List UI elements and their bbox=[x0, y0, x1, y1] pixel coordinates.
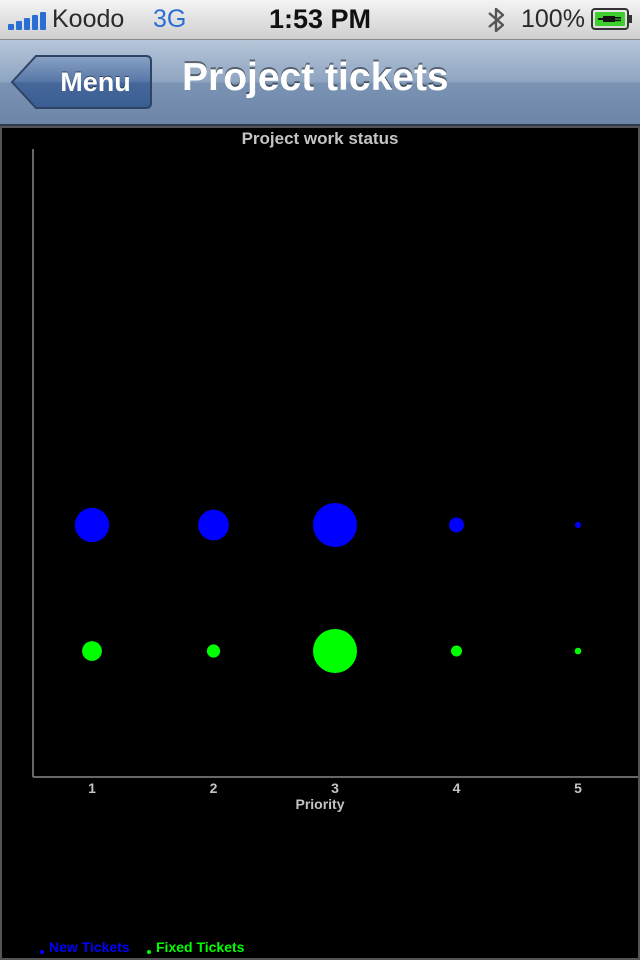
new-tickets-bubble bbox=[198, 509, 229, 541]
new-tickets-bubble bbox=[574, 521, 582, 529]
chart-container: Project work status 1 2 3 4 5 Priority New T… bbox=[0, 126, 640, 960]
x-tick-label: 3 bbox=[331, 780, 339, 796]
fixed-tickets-bubble bbox=[206, 644, 221, 658]
x-tick-label: 2 bbox=[210, 780, 218, 796]
navigation-bar: Menu Project tickets bbox=[0, 40, 640, 126]
page-title: Project tickets bbox=[182, 56, 449, 99]
menu-button-label: Menu bbox=[60, 67, 131, 97]
network-type: 3G bbox=[153, 5, 187, 33]
fixed-tickets-bubble bbox=[574, 647, 582, 655]
signal-bars-icon bbox=[8, 10, 48, 30]
battery-charging-icon bbox=[591, 8, 632, 30]
x-axis-label: Priority bbox=[295, 796, 344, 812]
status-bar: Koodo 3G 1:53 PM 100% bbox=[0, 0, 640, 40]
chart-title: Project work status bbox=[242, 129, 399, 148]
bubble-chart: Project work status 1 2 3 4 5 Priority bbox=[32, 129, 638, 812]
status-time: 1:53 PM bbox=[268, 4, 372, 34]
legend-label: New Tickets bbox=[49, 939, 130, 955]
bluetooth-icon bbox=[488, 7, 505, 33]
fixed-tickets-bubble bbox=[313, 629, 357, 673]
fixed-tickets-bubble bbox=[451, 645, 462, 657]
new-tickets-bubble bbox=[449, 517, 464, 533]
fixed-tickets-bubble bbox=[82, 641, 102, 661]
legend-marker bbox=[147, 950, 151, 954]
new-tickets-bubble bbox=[313, 503, 357, 547]
x-tick-label: 4 bbox=[453, 780, 461, 796]
menu-back-button[interactable]: Menu bbox=[10, 54, 153, 110]
x-tick-label: 1 bbox=[88, 780, 96, 796]
carrier-name: Koodo bbox=[52, 5, 125, 33]
legend-marker bbox=[40, 950, 44, 954]
new-tickets-bubble bbox=[74, 507, 110, 543]
x-tick-label: 5 bbox=[574, 780, 582, 796]
legend-label: Fixed Tickets bbox=[156, 939, 245, 955]
battery-percentage: 100% bbox=[521, 5, 585, 33]
